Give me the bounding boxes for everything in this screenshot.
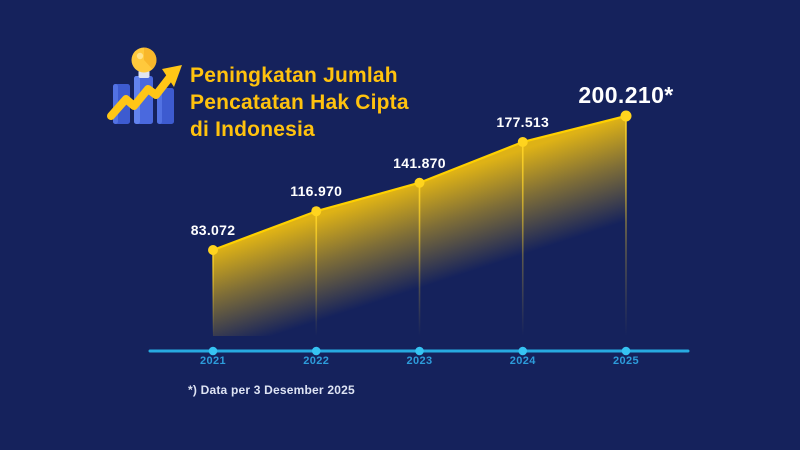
x-axis-tick-dot [518,346,528,356]
data-point [517,136,528,147]
growth-arrow-icon [107,65,182,120]
title-line: di Indonesia [190,118,315,141]
year-label: 2024 [509,355,536,367]
data-point [208,245,218,255]
value-label: 141.870 [393,154,446,171]
x-axis-tick-dot [208,346,218,356]
data-point [620,110,632,122]
value-label-highlight: 200.210* [578,82,674,108]
x-axis-tick-dot [311,346,321,356]
year-label: 2025 [612,355,640,367]
data-point [414,177,425,188]
value-label: 116.970 [290,183,343,200]
data-point [311,206,322,217]
lightbulb-icon [131,47,157,78]
value-label: 177.513 [496,113,550,130]
growth-chart-lightbulb-icon [107,47,182,124]
title-line: Peningkatan Jumlah [190,64,398,87]
x-axis-tick-dot [415,346,424,356]
value-label: 83.072 [190,222,236,238]
page-title: Peningkatan Jumlah Pencatatan Hak Cipta … [190,62,409,143]
year-label: 2021 [199,355,227,367]
footnote: *) Data per 3 Desember 2025 [188,383,355,397]
year-label: 2022 [303,355,330,367]
x-axis-tick-dot [621,346,631,356]
year-label: 2023 [406,355,433,367]
title-line: Pencatatan Hak Cipta [190,91,409,114]
